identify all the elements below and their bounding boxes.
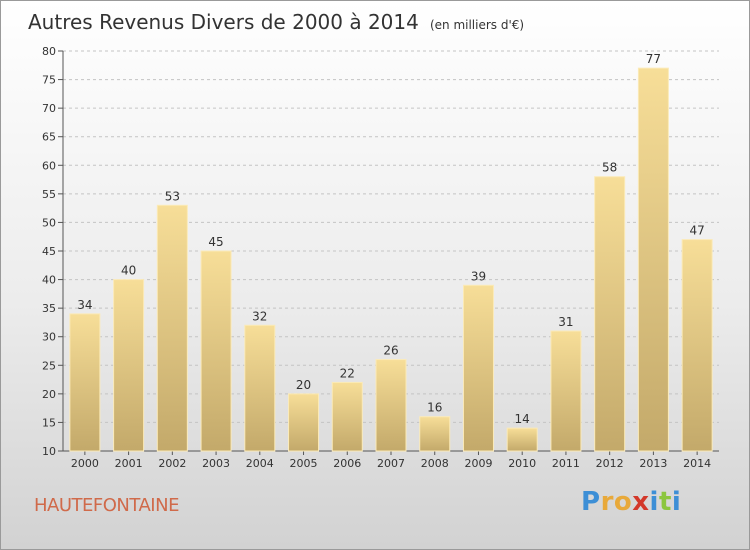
- y-tick-label: 35: [42, 302, 56, 315]
- chart-title: Autres Revenus Divers de 2000 à 2014 (en…: [28, 10, 524, 34]
- y-tick-label: 15: [42, 416, 56, 429]
- x-tick-label: 2010: [508, 457, 536, 470]
- value-label: 31: [558, 315, 573, 329]
- bar-2004: [244, 324, 276, 452]
- y-tick-label: 45: [42, 245, 56, 258]
- value-label: 39: [471, 269, 486, 283]
- value-labels: 34 40 53 45 32 20 22 26 16 39 14 31 58 77 47: [77, 52, 705, 426]
- commune-name: HAUTEFONTAINE: [34, 495, 179, 516]
- bars: [69, 67, 713, 452]
- bar-2014: [681, 239, 713, 452]
- bar-2006: [331, 381, 363, 452]
- bar-2000: [69, 313, 101, 452]
- y-tick-label: 60: [42, 159, 56, 172]
- y-tick-label: 75: [42, 74, 56, 87]
- logo-letter: P: [581, 487, 601, 517]
- y-tick-label: 20: [42, 388, 56, 401]
- value-label: 45: [208, 235, 223, 249]
- value-label: 16: [427, 401, 442, 415]
- x-tick-label: 2013: [639, 457, 667, 470]
- x-tick-label: 2000: [71, 457, 99, 470]
- x-tick-label: 2006: [333, 457, 361, 470]
- y-tick-label: 10: [42, 445, 56, 458]
- bar-2001: [113, 279, 145, 452]
- bar-2008: [419, 416, 451, 452]
- x-tick-label: 2012: [596, 457, 624, 470]
- x-tick-label: 2007: [377, 457, 405, 470]
- bar-2002: [156, 204, 188, 452]
- x-tick-label: 2014: [683, 457, 711, 470]
- bar-2010: [506, 427, 538, 452]
- bar-2011: [550, 330, 582, 452]
- value-label: 22: [340, 366, 355, 380]
- value-label: 77: [646, 52, 661, 66]
- logo-letter: o: [613, 487, 633, 517]
- logo-letter: t: [658, 487, 672, 517]
- bar-2013: [637, 67, 669, 452]
- y-tick-label: 30: [42, 331, 56, 344]
- y-tick-label: 70: [42, 102, 56, 115]
- bar-2009: [462, 284, 494, 452]
- value-label: 14: [515, 412, 530, 426]
- x-tick-label: 2003: [202, 457, 230, 470]
- value-label: 34: [77, 298, 92, 312]
- y-tick-label: 40: [42, 274, 56, 287]
- x-tick-label: 2008: [421, 457, 449, 470]
- y-tick-label: 55: [42, 188, 56, 201]
- x-tick-label: 2011: [552, 457, 580, 470]
- y-tick-label: 25: [42, 359, 56, 372]
- y-tick-label: 65: [42, 131, 56, 144]
- value-label: 47: [689, 224, 704, 238]
- bar-2005: [288, 393, 320, 452]
- bar-2007: [375, 359, 407, 452]
- x-tick-label: 2002: [158, 457, 186, 470]
- logo-letter: r: [600, 487, 614, 517]
- x-tick-label: 2001: [115, 457, 143, 470]
- bar-2012: [594, 176, 626, 452]
- value-label: 26: [383, 344, 398, 358]
- x-tick-label: 2005: [290, 457, 318, 470]
- value-label: 53: [165, 189, 180, 203]
- proxiti-logo: Proxiti: [581, 487, 681, 517]
- value-label: 20: [296, 378, 311, 392]
- logo-letter: x: [632, 487, 650, 517]
- value-label: 32: [252, 309, 267, 323]
- logo-letter: i: [649, 487, 659, 517]
- bar-2003: [200, 250, 232, 452]
- x-tick-label: 2004: [246, 457, 274, 470]
- y-tick-label: 80: [42, 45, 56, 58]
- title-text: Autres Revenus Divers de 2000 à 2014: [28, 10, 419, 34]
- value-label: 58: [602, 161, 617, 175]
- logo-letter: i: [671, 487, 682, 517]
- unit-note: (en milliers d'€): [429, 18, 525, 32]
- x-tick-label: 2009: [464, 457, 492, 470]
- value-label: 40: [121, 264, 136, 278]
- y-tick-label: 50: [42, 216, 56, 229]
